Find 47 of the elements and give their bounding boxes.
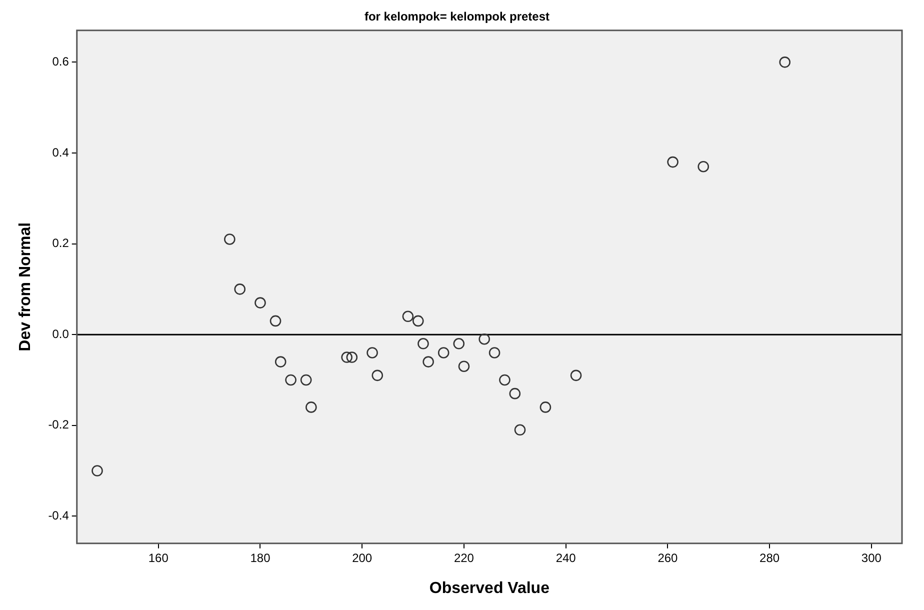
point (453, 338, 465, 350)
point (285, 374, 296, 386)
point (270, 315, 282, 327)
point (667, 156, 678, 168)
point (306, 402, 317, 413)
point (422, 356, 434, 368)
point (478, 333, 490, 345)
y-axis-title: Dev from Normal (17, 222, 34, 352)
point (346, 352, 358, 363)
x-axis-title: Observed Value (429, 580, 550, 597)
point (92, 465, 103, 476)
y-tick-label: 0.2 (52, 236, 70, 250)
point (540, 402, 552, 413)
point (509, 388, 521, 400)
y-tick-label: 0.4 (52, 145, 70, 160)
point (234, 284, 246, 295)
x-tick-label: 280 (760, 550, 780, 565)
x-tick-label: 200 (352, 550, 372, 565)
point (274, 356, 286, 368)
y-tick-label: -0.4 (48, 508, 70, 522)
point (402, 310, 414, 322)
y-tick-label: 0.6 (52, 54, 70, 68)
y-tick-label: 0.0 (52, 326, 70, 341)
x-tick-label: 220 (454, 550, 474, 565)
point (372, 370, 384, 382)
chart-title: for kelompok= kelompok pretest (364, 10, 550, 24)
x-tick-label: 300 (861, 550, 882, 565)
point (366, 347, 378, 358)
point (418, 338, 429, 350)
point (254, 297, 266, 308)
point (488, 347, 500, 358)
point (458, 360, 470, 372)
point (779, 56, 791, 68)
y-tick-label: -0.2 (48, 418, 70, 432)
point (698, 160, 710, 172)
point (412, 315, 424, 327)
point (300, 374, 312, 386)
x-tick-label: 180 (250, 550, 271, 565)
point (514, 424, 526, 436)
point (499, 374, 510, 386)
x-tick-label: 260 (658, 550, 678, 565)
x-tick-label: 240 (556, 550, 576, 565)
point (341, 352, 352, 363)
x-tick-label: 160 (148, 550, 169, 565)
point (224, 234, 236, 245)
point (438, 347, 450, 358)
point (570, 370, 582, 382)
